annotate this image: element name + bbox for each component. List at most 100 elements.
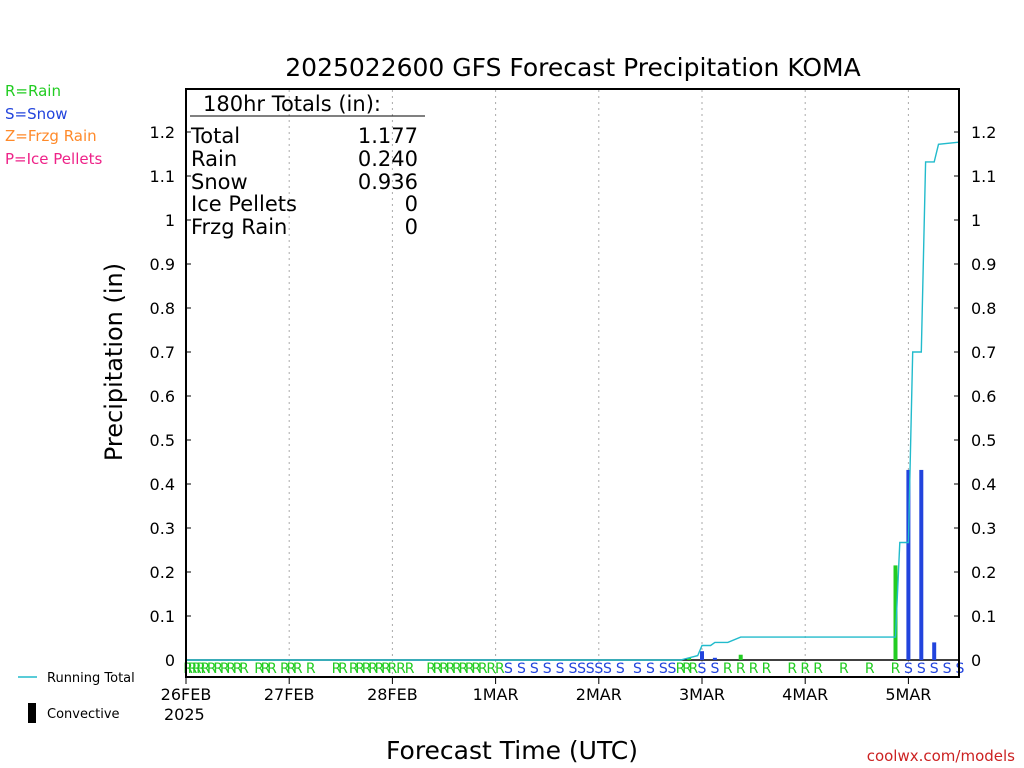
ptype-marker: S — [646, 661, 655, 677]
ptype-marker: R — [306, 661, 316, 677]
ptype-marker: R — [375, 661, 385, 677]
y-tick-label: 0.6 — [150, 387, 175, 406]
ptype-marker: R — [338, 661, 348, 677]
y-tick-label-right: 1 — [971, 211, 981, 230]
ptype-marker: S — [667, 661, 676, 677]
ptype-marker: R — [220, 661, 230, 677]
ptype-marker: R — [188, 661, 198, 677]
y-tick-label: 0.7 — [150, 343, 175, 362]
ptype-marker: S — [569, 661, 578, 677]
ptype-marker: R — [388, 661, 398, 677]
ptype-marker: R — [254, 661, 264, 677]
y-tick-label: 0.4 — [150, 475, 175, 494]
ptype-marker: R — [452, 661, 462, 677]
ptype-marker: S — [504, 661, 513, 677]
precip-bars — [186, 469, 959, 661]
totals-header: 180hr Totals (in): — [203, 92, 381, 116]
credit-text: coolwx.com/models — [867, 747, 1015, 765]
ptype-marker: R — [446, 661, 456, 677]
totals-row-value: 0.936 — [358, 170, 418, 194]
legend-frzg-rain: Z=Frzg Rain — [5, 127, 97, 145]
ptype-marker: S — [943, 661, 952, 677]
y-tick-label-right: 0.6 — [971, 387, 996, 406]
totals-row-value: 0.240 — [358, 147, 418, 171]
y-tick-label: 0.8 — [150, 299, 175, 318]
ptype-marker: R — [682, 661, 692, 677]
ptype-marker: R — [207, 661, 217, 677]
precip-bar — [700, 651, 704, 660]
x-tick-label: 4MAR — [782, 685, 828, 704]
ptype-marker: S — [659, 661, 668, 677]
ptype-marker: R — [239, 661, 249, 677]
precip-bar — [919, 469, 924, 660]
ptype-marker: S — [616, 661, 625, 677]
ptype-marker: R — [293, 661, 303, 677]
precip-bar — [687, 657, 692, 660]
y-tick-label: 0 — [165, 651, 175, 670]
ptype-marker: S — [577, 661, 586, 677]
ptype-marker: R — [280, 661, 290, 677]
y-tick-label: 0.2 — [150, 563, 175, 582]
y-tick-label: 1 — [165, 211, 175, 230]
convective-legend-swatch — [28, 703, 36, 723]
y-tick-label-right: 0.9 — [971, 255, 996, 274]
ptype-marker: R — [433, 661, 443, 677]
x-tick-label: 1MAR — [473, 685, 519, 704]
y-tick-label-right: 0.3 — [971, 519, 996, 538]
ptype-marker: R — [349, 661, 359, 677]
totals-row-value: 0 — [405, 215, 418, 239]
y-tick-label-right: 0.4 — [971, 475, 996, 494]
ptype-marker: S — [603, 661, 612, 677]
ptype-marker: R — [286, 661, 296, 677]
totals-box: 180hr Totals (in): Total 1.177 Rain 0.24… — [190, 92, 425, 239]
legend-rain: R=Rain — [5, 82, 61, 100]
convective-legend-label: Convective — [47, 707, 120, 722]
ptype-marker: R — [465, 661, 475, 677]
ptype-marker: R — [213, 661, 223, 677]
ptype-marker: R — [396, 661, 406, 677]
ptype-legend: R=Rain S=Snow Z=Frzg Rain P=Ice Pellets — [5, 82, 102, 168]
ptype-marker: R — [405, 661, 415, 677]
ptype-marker: S — [530, 661, 539, 677]
totals-row-label: Rain — [191, 147, 237, 171]
ptype-marker: R — [689, 661, 699, 677]
ptype-marker: R — [839, 661, 849, 677]
ptype-marker: R — [183, 661, 193, 677]
ptype-marker: S — [556, 661, 565, 677]
y-axis-label: Precipitation (in) — [100, 263, 128, 461]
ptype-marker: R — [381, 661, 391, 677]
y-tick-label-right: 0.1 — [971, 607, 996, 626]
ptype-marker: S — [543, 661, 552, 677]
totals-row-label: Frzg Rain — [191, 215, 287, 239]
precip-bar — [932, 642, 937, 660]
ptype-marker: R — [495, 661, 505, 677]
running-total-line — [186, 141, 961, 661]
ptype-marker: R — [676, 661, 686, 677]
ptype-marker: R — [261, 661, 271, 677]
ptype-marker: R — [787, 661, 797, 677]
ptype-marker: R — [362, 661, 372, 677]
ptype-marker: R — [196, 661, 206, 677]
ptype-marker: R — [439, 661, 449, 677]
ptype-marker: R — [813, 661, 823, 677]
totals-row-label: Ice Pellets — [191, 192, 297, 216]
ptype-marker: R — [723, 661, 733, 677]
totals-row-value: 0 — [405, 192, 418, 216]
y-tick-label-right: 1.2 — [971, 123, 996, 142]
y-tick-label: 0.9 — [150, 255, 175, 274]
x-tick-label: 3MAR — [679, 685, 725, 704]
plot-frame — [185, 88, 960, 678]
y-tick-label-right: 1.1 — [971, 167, 996, 186]
chart-title: 2025022600 GFS Forecast Precipitation KO… — [285, 53, 860, 82]
ptype-marker: R — [891, 661, 901, 677]
y-tick-label: 1.1 — [150, 167, 175, 186]
precip-bar — [906, 469, 911, 660]
y-tick-label-right: 0 — [971, 651, 981, 670]
y-tick-label: 0.1 — [150, 607, 175, 626]
ptype-marker: R — [458, 661, 468, 677]
y-tick-label-right: 0.8 — [971, 299, 996, 318]
y-tick-label: 1.2 — [150, 123, 175, 142]
ptype-marker: R — [486, 661, 496, 677]
